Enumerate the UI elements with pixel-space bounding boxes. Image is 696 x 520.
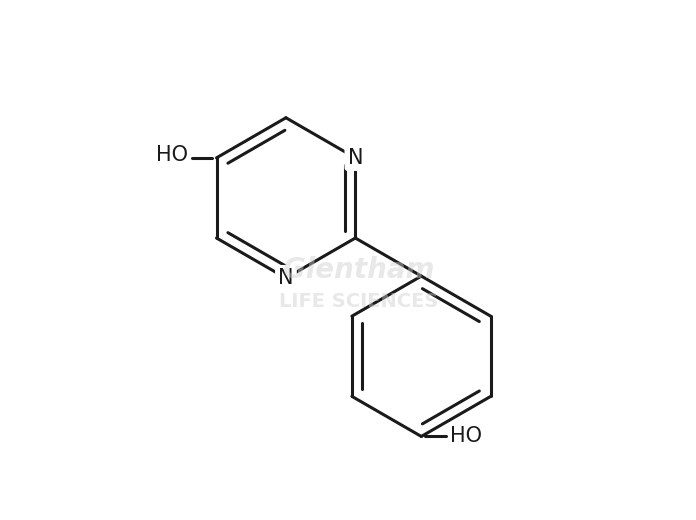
Text: Glentham: Glentham (283, 256, 434, 284)
Text: LIFE SCIENCES: LIFE SCIENCES (278, 292, 438, 311)
Text: N: N (278, 268, 294, 288)
Text: N: N (347, 148, 363, 168)
Text: HO: HO (450, 426, 482, 447)
Text: HO: HO (156, 145, 188, 165)
